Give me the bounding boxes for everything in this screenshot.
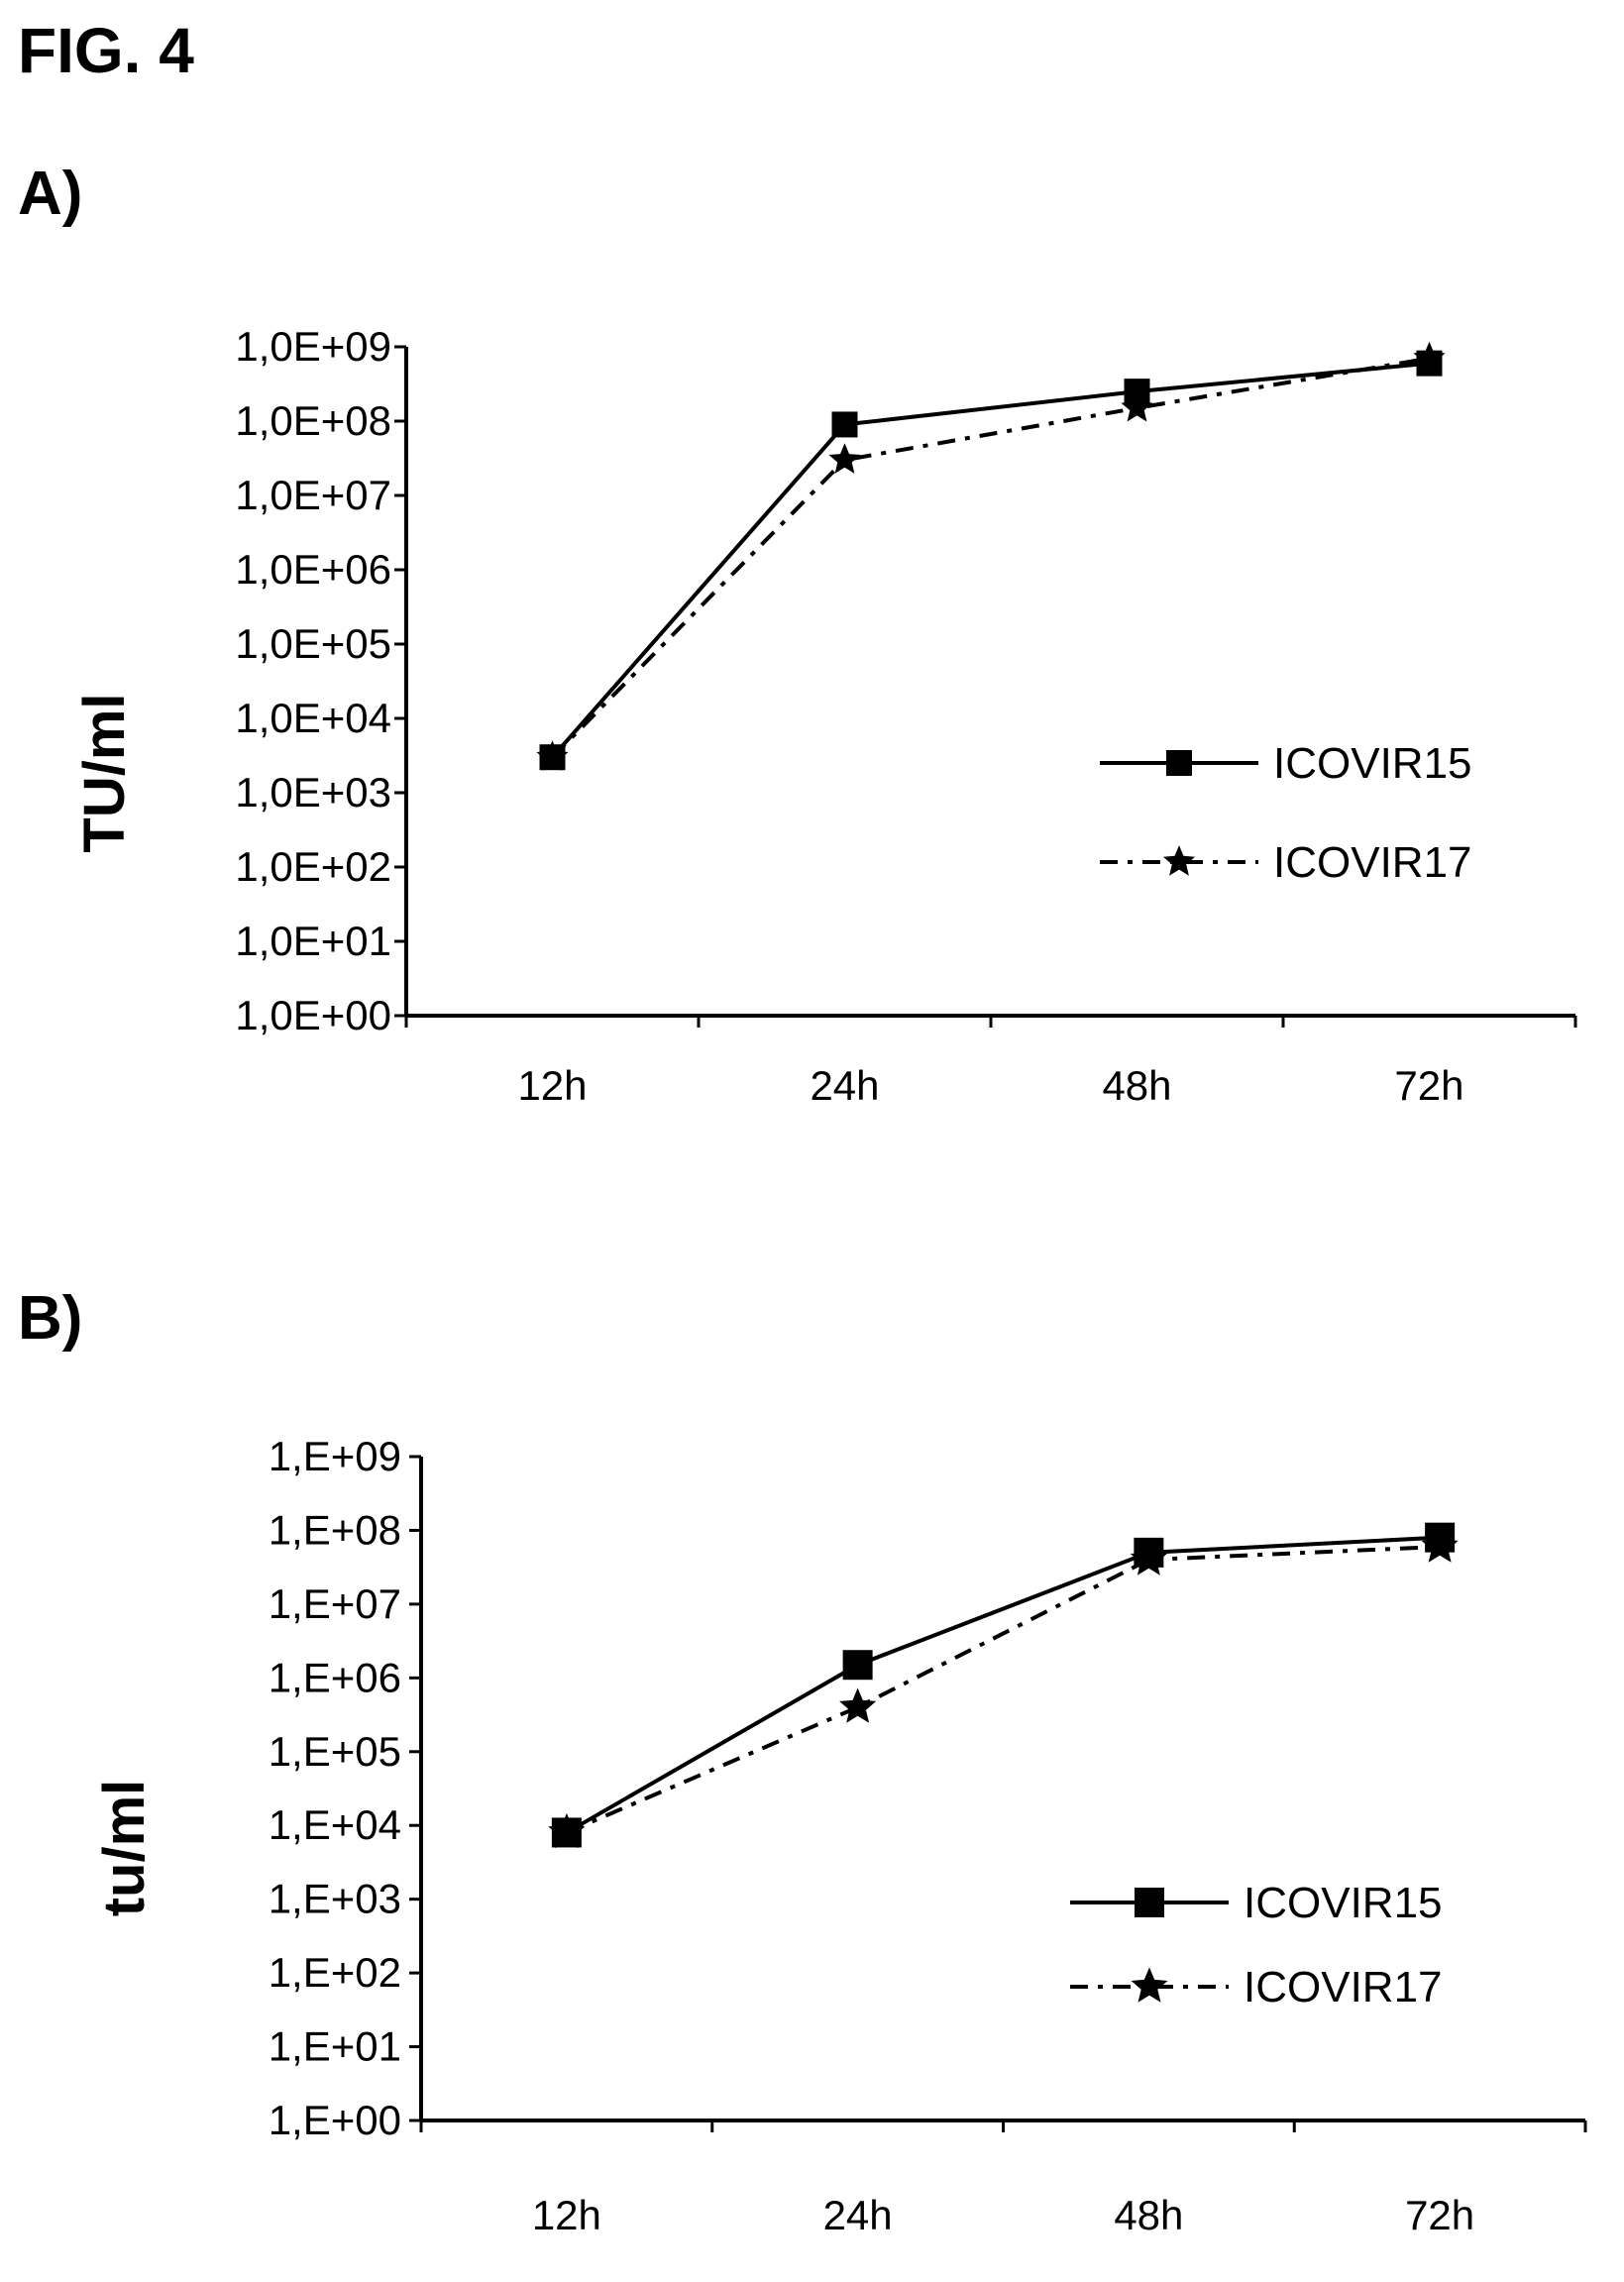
data-point (1421, 1527, 1459, 1563)
legend-label: ICOVIR17 (1244, 1963, 1443, 2011)
data-point (1413, 341, 1446, 373)
y-tick-label: 1,E+06 (269, 1654, 401, 1700)
y-tick-label: 1,E+09 (269, 1433, 401, 1479)
legend-marker-square (1166, 750, 1192, 776)
y-tick-label: 1,E+02 (269, 1949, 401, 1996)
x-tick-label: 72h (1405, 2192, 1474, 2238)
y-tick-label: 1,0E+09 (235, 323, 391, 370)
series-line-icovir15 (565, 1535, 1441, 1835)
y-tick-label: 1,E+00 (269, 2097, 401, 2143)
y-tick-label: 1,0E+00 (235, 992, 391, 1038)
series-line-icovir17 (566, 1544, 1441, 1835)
series-line-icovir17 (551, 356, 1430, 759)
data-point (536, 740, 569, 771)
y-tick-label: 1,E+04 (269, 1801, 401, 1848)
y-tick-label: 1,0E+03 (235, 769, 391, 815)
data-point (828, 443, 861, 474)
y-tick-label: 1,E+05 (269, 1728, 401, 1775)
y-tick-label: 1,0E+08 (235, 397, 391, 444)
legend-label: ICOVIR15 (1273, 739, 1472, 788)
legend-label: ICOVIR17 (1273, 838, 1472, 887)
y-tick-label: 1,E+01 (269, 2023, 401, 2070)
x-tick-label: 24h (823, 2192, 893, 2238)
data-point (1130, 1540, 1167, 1576)
legend-label: ICOVIR15 (1244, 1879, 1443, 1927)
chart-b: 1,E+00 1,E+01 1,E+02 1,E+03 1,E+04 1,E+05 1,E+… (92, 1433, 1587, 2238)
data-point (1121, 390, 1153, 422)
y-axis-label: tu/ml (92, 1780, 157, 1917)
y-tick-label: 1,E+07 (269, 1580, 401, 1627)
y-tick-label: 1,0E+01 (235, 918, 391, 964)
x-tick-label: 48h (1102, 1062, 1171, 1109)
y-tick-label: 1,0E+05 (235, 620, 391, 667)
figure-title: FIG. 4 (18, 15, 194, 86)
x-tick-label: 12h (517, 1062, 587, 1109)
x-tick-label: 12h (532, 2192, 601, 2238)
legend-marker-square (1135, 1888, 1164, 1917)
legend-marker-star (1162, 845, 1196, 876)
legend-marker-star (1131, 1967, 1168, 2003)
x-tick-label: 72h (1394, 1062, 1463, 1109)
data-point (839, 1687, 877, 1723)
y-tick-label: 1,0E+02 (235, 843, 391, 890)
series-line-icovir15 (550, 361, 1430, 759)
x-tick-label: 24h (810, 1062, 879, 1109)
chart-a: 1,0E+00 1,0E+01 1,0E+02 1,0E+03 1,0E+04 1,0E+… (72, 323, 1577, 1109)
y-tick-label: 1,E+03 (269, 1876, 401, 1922)
panel-label-b: B) (18, 1284, 83, 1353)
data-point (548, 1812, 586, 1849)
y-axis-label: TU/ml (72, 693, 137, 852)
y-tick-label: 1,0E+07 (235, 472, 391, 518)
y-tick-label: 1,E+08 (269, 1506, 401, 1553)
data-point (831, 411, 858, 438)
y-tick-label: 1,0E+06 (235, 546, 391, 593)
y-tick-label: 1,0E+04 (235, 695, 391, 741)
data-point (842, 1650, 873, 1681)
x-tick-label: 48h (1114, 2192, 1183, 2238)
panel-label-a: A) (18, 160, 83, 228)
